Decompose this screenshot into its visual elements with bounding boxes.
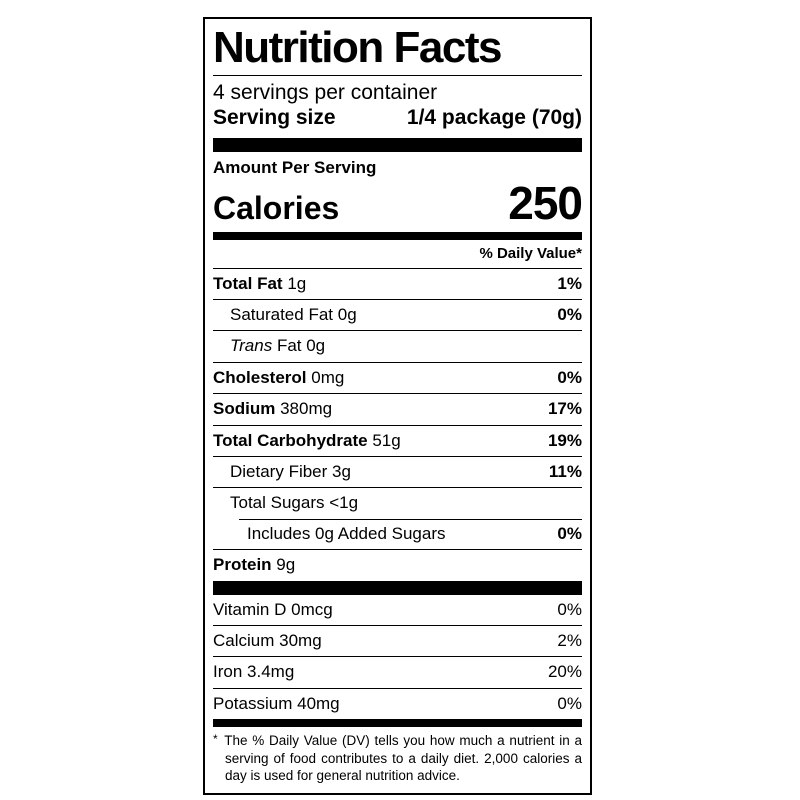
row-total-carbohydrate: Total Carbohydrate 51g 19% xyxy=(213,424,582,456)
nutrient-amount: 0mg xyxy=(311,367,345,387)
vitamin-amount: 40mg xyxy=(297,693,340,713)
footnote-asterisk: * xyxy=(213,732,218,747)
nutrient-amount: 51g xyxy=(372,430,401,450)
serving-size-label: Serving size xyxy=(213,106,336,130)
nutrient-name: Total Fat xyxy=(213,273,283,293)
row-added-sugars: Includes 0g Added Sugars 0% xyxy=(213,518,582,549)
row-protein: Protein 9g xyxy=(213,549,582,580)
vitamin-dv: 0% xyxy=(557,599,582,619)
calories-value: 250 xyxy=(508,177,583,230)
row-cholesterol: Cholesterol 0mg 0% xyxy=(213,361,582,393)
vitamin-name: Calcium xyxy=(213,630,275,650)
vitamin-amount: 3.4mg xyxy=(247,662,295,682)
nutrient-amount: 1g xyxy=(287,273,307,293)
nutrient-amount: 3g xyxy=(332,461,351,481)
nutrient-name: Trans xyxy=(230,336,273,356)
row-saturated-fat: Saturated Fat 0g 0% xyxy=(213,299,582,330)
row-potassium: Potassium 40mg 0% xyxy=(213,687,582,719)
section-bar-footnote xyxy=(213,719,582,728)
nutrient-dv: 19% xyxy=(547,430,582,450)
nutrient-name: Total Carbohydrate xyxy=(213,430,368,450)
nutrition-facts-label: Nutrition Facts 4 servings per container… xyxy=(203,17,592,795)
nutrient-name: Cholesterol xyxy=(213,367,307,387)
serving-size-row: Serving size 1/4 package (70g) xyxy=(213,104,582,138)
vitamin-name: Potassium xyxy=(213,693,293,713)
nutrient-name: Total Sugars xyxy=(230,493,325,513)
nutrient-amount: Fat 0g xyxy=(276,336,326,356)
nutrient-dv: 0% xyxy=(557,305,582,325)
label-title: Nutrition Facts xyxy=(213,23,502,72)
nutrient-name: Protein xyxy=(213,555,272,575)
serving-size-value: 1/4 package (70g) xyxy=(406,106,582,130)
nutrient-name: Includes 0g Added Sugars xyxy=(247,523,446,543)
section-bar-vitamins xyxy=(213,580,582,595)
nutrient-dv: 0% xyxy=(557,367,582,387)
row-sodium: Sodium 380mg 17% xyxy=(213,393,582,424)
nutrient-amount: 9g xyxy=(276,555,296,575)
nutrient-dv: 11% xyxy=(548,461,582,481)
row-total-fat: Total Fat 1g 1% xyxy=(213,267,582,299)
nutrient-name: Saturated Fat xyxy=(230,305,334,325)
nutrient-name: Sodium xyxy=(213,399,276,419)
vitamin-amount: 0mcg xyxy=(291,599,333,619)
row-calcium: Calcium 30mg 2% xyxy=(213,624,582,656)
amount-per-serving-label: Amount Per Serving xyxy=(213,158,377,178)
vitamin-name: Vitamin D xyxy=(213,599,287,619)
vitamin-name: Iron xyxy=(213,662,243,682)
row-total-sugars: Total Sugars <1g xyxy=(213,487,582,518)
nutrient-amount: 0g xyxy=(337,305,357,325)
vitamin-dv: 20% xyxy=(547,662,582,682)
row-vitamin-d: Vitamin D 0mcg 0% xyxy=(213,595,582,625)
nutrient-dv: 0% xyxy=(557,523,582,543)
daily-value-footnote: * The % Daily Value (DV) tells you how m… xyxy=(213,727,582,787)
section-bar-calories xyxy=(213,232,582,241)
title-divider xyxy=(213,75,582,77)
vitamin-amount: 30mg xyxy=(279,630,322,650)
nutrient-dv: 17% xyxy=(547,399,582,419)
daily-value-header: % Daily Value* xyxy=(479,245,582,263)
vitamin-dv: 2% xyxy=(557,630,582,650)
row-dietary-fiber: Dietary Fiber 3g 11% xyxy=(213,455,582,487)
nutrient-dv: 1% xyxy=(557,273,582,293)
section-bar-top xyxy=(213,138,582,153)
servings-per-container: 4 servings per container xyxy=(213,81,438,105)
nutrient-name: Dietary Fiber xyxy=(230,461,328,481)
vitamin-dv: 0% xyxy=(557,693,582,713)
nutrient-amount: 380mg xyxy=(280,399,333,419)
footnote-text: The % Daily Value (DV) tells you how muc… xyxy=(224,733,583,784)
row-iron: Iron 3.4mg 20% xyxy=(213,656,582,687)
calories-row: Calories 250 xyxy=(213,177,583,232)
nutrient-amount: <1g xyxy=(329,493,359,513)
calories-label: Calories xyxy=(213,190,340,227)
row-trans-fat: Trans Fat 0g xyxy=(213,330,582,361)
